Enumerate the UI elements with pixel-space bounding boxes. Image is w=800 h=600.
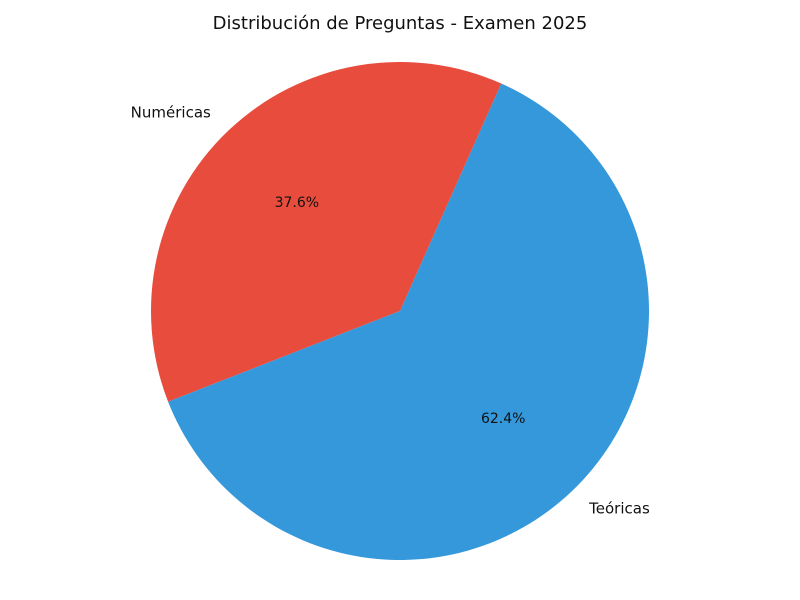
pie-slice-teoricas bbox=[168, 83, 649, 560]
slice-percent-teoricas: 62.4% bbox=[481, 411, 525, 427]
pie-slice-numericas bbox=[150, 61, 502, 402]
pie-slices bbox=[150, 61, 649, 560]
slice-label-numericas: Numéricas bbox=[131, 103, 211, 121]
chart-title: Distribución de Preguntas - Examen 2025 bbox=[213, 13, 588, 34]
pie-labels: Numéricas 37.6% Teóricas 62.4% bbox=[131, 103, 650, 517]
slice-percent-numericas: 37.6% bbox=[275, 195, 319, 211]
slice-label-teoricas: Teóricas bbox=[588, 500, 650, 518]
